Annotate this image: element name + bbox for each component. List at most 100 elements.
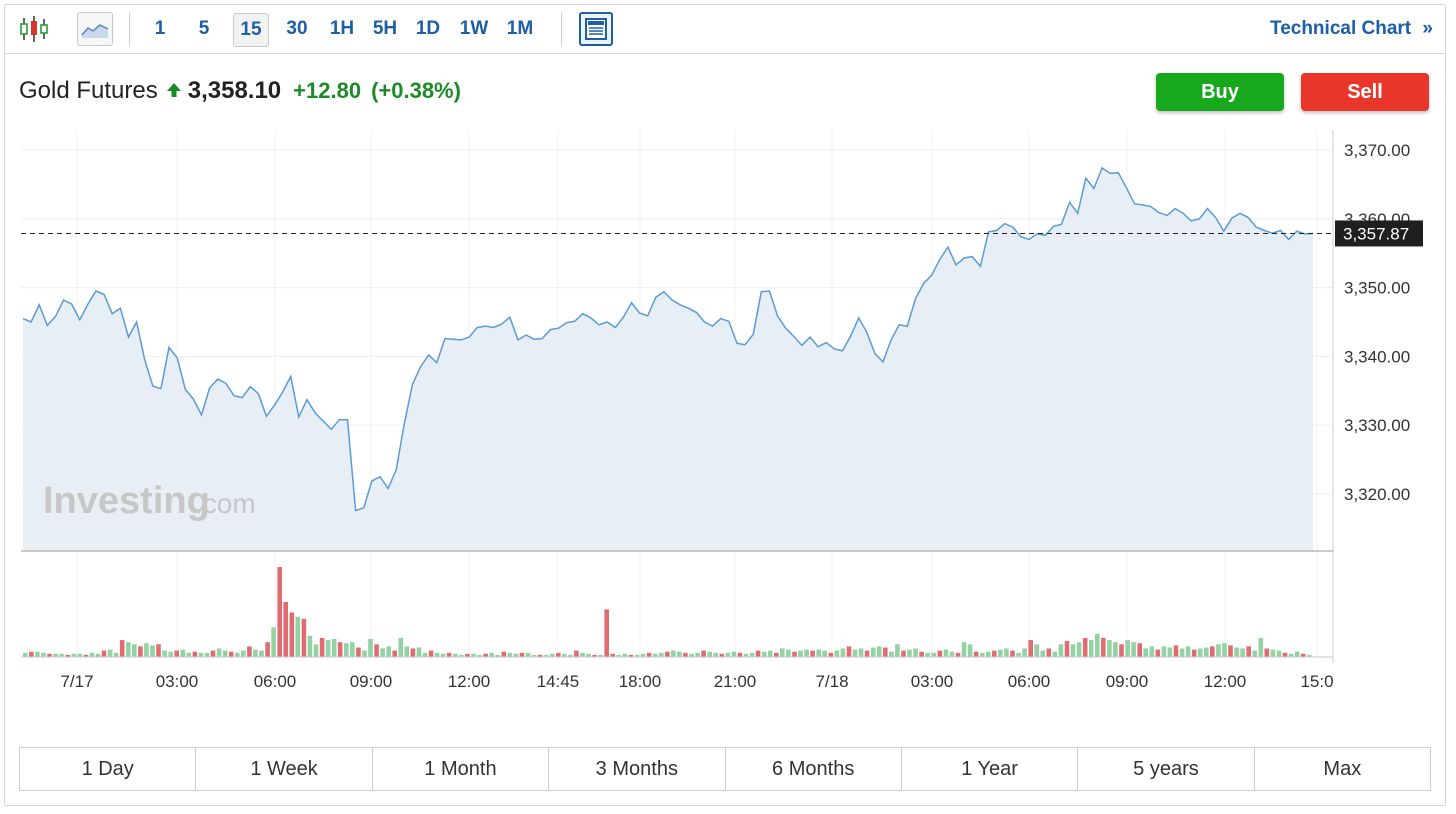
range-1-week-button[interactable]: 1 Week	[196, 748, 373, 790]
interval-15-button[interactable]: 15	[233, 13, 269, 47]
volume-bar	[858, 648, 864, 657]
volume-bar	[774, 652, 779, 657]
volume-bar	[876, 646, 882, 657]
volume-bar	[870, 647, 876, 657]
volume-bar	[1022, 648, 1027, 657]
volume-bar	[89, 652, 95, 657]
volume-bar	[731, 651, 737, 657]
interval-1-button[interactable]: 1	[154, 18, 166, 39]
x-tick-label: 18:00	[619, 672, 662, 691]
volume-bar	[562, 653, 567, 657]
volume-bar	[107, 649, 113, 657]
volume-bar	[428, 650, 434, 657]
volume-bar	[295, 616, 301, 657]
sell-button[interactable]: Sell	[1301, 73, 1429, 111]
volume-bar	[495, 654, 500, 657]
volume-bar	[979, 652, 985, 657]
volume-bar	[95, 653, 101, 657]
volume-bar	[1264, 648, 1270, 657]
interval-1h-button[interactable]: 1H	[329, 18, 355, 39]
volume-bar	[483, 653, 488, 657]
volume-bar	[1046, 648, 1052, 657]
area-chart-icon[interactable]	[77, 12, 113, 46]
volume-bar	[943, 649, 949, 657]
volume-bar	[23, 652, 28, 657]
x-tick-label: 15:0	[1300, 672, 1333, 691]
volume-bar	[119, 640, 125, 657]
volume-bar	[459, 654, 464, 657]
volume-bar	[204, 652, 210, 657]
volume-bar	[228, 651, 234, 657]
volume-bar	[586, 653, 591, 657]
volume-bar	[961, 642, 967, 657]
range-6-months-button[interactable]: 6 Months	[726, 748, 902, 790]
volume-bar	[622, 653, 628, 657]
volume-bar	[1197, 648, 1203, 657]
range-3-months-button[interactable]: 3 Months	[549, 748, 726, 790]
x-tick-label: 06:00	[1008, 672, 1051, 691]
volume-bar	[568, 654, 573, 657]
interval-30-button[interactable]: 30	[286, 18, 308, 39]
volume-bar	[543, 654, 549, 657]
interval-5-button[interactable]: 5	[198, 18, 210, 39]
range-1-year-button[interactable]: 1 Year	[902, 748, 1079, 790]
range-5-years-button[interactable]: 5 years	[1078, 748, 1255, 790]
volume-bar	[259, 650, 264, 657]
y-tick-label: 3,330.00	[1344, 416, 1410, 435]
volume-bar	[652, 653, 658, 657]
layout-icon[interactable]	[579, 12, 613, 46]
volume-bar	[1276, 650, 1282, 657]
volume-bar	[743, 653, 749, 657]
volume-bar	[1258, 637, 1264, 657]
volume-bar	[749, 652, 755, 657]
up-arrow-icon	[166, 77, 182, 105]
volume-bar	[1270, 649, 1276, 657]
volume-bar	[350, 642, 355, 657]
volume-bar	[1016, 652, 1021, 657]
candlestick-chart-icon[interactable]	[17, 13, 51, 45]
volume-bar	[241, 650, 246, 657]
volume-bar	[277, 567, 282, 657]
volume-bar	[1300, 653, 1306, 657]
buy-button[interactable]: Buy	[1156, 73, 1284, 111]
volume-bar	[434, 652, 440, 657]
x-tick-label: 21:00	[714, 672, 757, 691]
volume-bar	[331, 639, 337, 657]
volume-bar	[616, 654, 622, 657]
technical-chart-label: Technical Chart	[1270, 18, 1412, 39]
volume-bar	[767, 650, 773, 657]
interval-5h-button[interactable]: 5H	[372, 18, 398, 39]
price-area	[23, 167, 1313, 551]
volume-bar	[216, 648, 222, 657]
volume-bar	[41, 652, 46, 657]
volume-bar	[628, 654, 634, 657]
volume-bar	[549, 653, 555, 657]
volume-bar	[113, 652, 119, 657]
volume-bar	[283, 601, 288, 657]
volume-bar	[1306, 654, 1312, 657]
volume-bar	[362, 650, 367, 657]
volume-bar	[1179, 648, 1185, 657]
volume-bar	[416, 647, 422, 657]
volume-bar	[156, 644, 161, 657]
volume-bar	[677, 651, 682, 657]
volume-bar	[47, 653, 52, 657]
volume-bar	[525, 652, 531, 657]
range-1-day-button[interactable]: 1 Day	[20, 748, 197, 790]
interval-1d-button[interactable]: 1D	[415, 18, 441, 39]
technical-chart-link[interactable]: Technical Chart »	[1270, 18, 1433, 40]
volume-bar	[1191, 649, 1197, 657]
volume-bar	[986, 651, 991, 657]
volume-bar	[65, 654, 70, 657]
price-chart[interactable]: Investing.com 3,320.00 3,330.00 3,340.00 3,3…	[5, 5, 1445, 705]
volume-bar	[1288, 653, 1294, 657]
volume-bar	[1143, 648, 1148, 657]
volume-bar	[1119, 644, 1124, 657]
range-1-month-button[interactable]: 1 Month	[373, 748, 550, 790]
volume-bar	[780, 648, 785, 657]
interval-1w-button[interactable]: 1W	[459, 18, 489, 39]
volume-bar	[453, 653, 458, 657]
range-max-button[interactable]: Max	[1323, 757, 1362, 780]
interval-1m-button[interactable]: 1M	[506, 18, 534, 39]
x-tick-label: 12:00	[1204, 672, 1247, 691]
